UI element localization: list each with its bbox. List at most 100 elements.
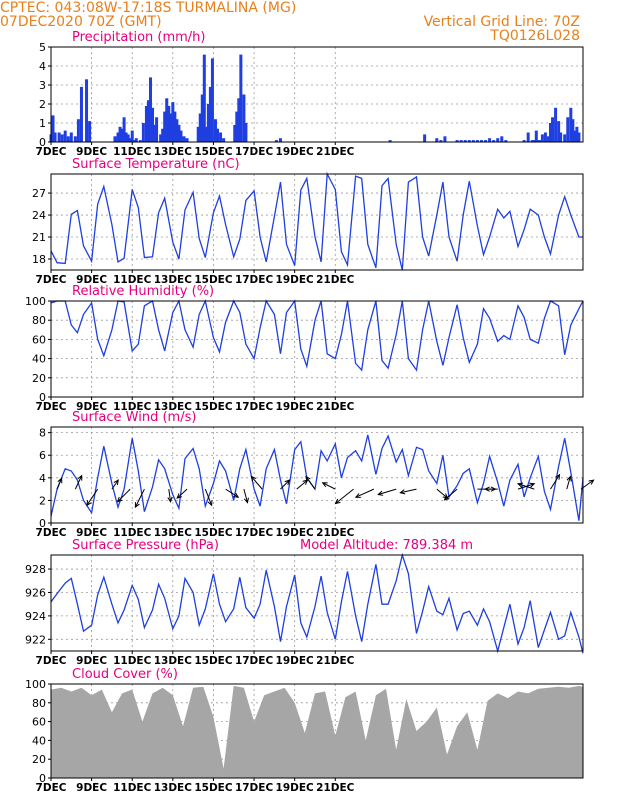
wind-arrow-head xyxy=(566,475,572,482)
model-altitude: Model Altitude: 789.384 m xyxy=(300,538,473,553)
wind-arrow-head xyxy=(555,473,561,480)
panel-title: Surface Temperature (nC) xyxy=(72,157,240,172)
precip-bar xyxy=(141,123,145,142)
grid-line-note: Vertical Grid Line: 70Z xyxy=(423,14,580,30)
x-tick-label: 15DEC xyxy=(194,527,233,539)
x-tick-label: 17DEC xyxy=(235,782,274,794)
x-tick-label: 11DEC xyxy=(113,782,152,794)
x-tick-label: 9DEC xyxy=(76,401,107,413)
precip-bar xyxy=(88,121,92,142)
y-tick-label: 0 xyxy=(39,772,46,785)
precip-bar xyxy=(163,111,167,142)
panel-title: Surface Pressure (hPa) xyxy=(72,538,219,553)
series-line xyxy=(50,434,584,521)
y-tick-label: 0 xyxy=(39,517,46,530)
x-tick-label: 17DEC xyxy=(235,274,274,286)
precip-bar xyxy=(443,136,447,142)
wind-arrow-shaft xyxy=(550,474,560,490)
precip-bar xyxy=(233,124,237,142)
precip-bar xyxy=(569,107,573,142)
precip-bar xyxy=(530,140,534,142)
precip-bar xyxy=(132,140,136,142)
series-line xyxy=(50,552,584,654)
precip-bar xyxy=(198,113,202,142)
precip-bar xyxy=(126,134,130,142)
panel-frame xyxy=(50,173,584,271)
precip-bar xyxy=(526,132,530,142)
precip-bar xyxy=(151,107,155,142)
panel-frame xyxy=(50,46,584,143)
precip-bar xyxy=(278,138,282,142)
precip-bar xyxy=(435,138,439,142)
panel-title: Relative Humidity (%) xyxy=(72,284,214,299)
x-tick-label: 21DEC xyxy=(316,401,355,413)
precip-bar xyxy=(551,117,555,142)
wind-arrow-shaft xyxy=(322,482,336,490)
x-tick-label: 17DEC xyxy=(235,527,274,539)
wind-arrow-head xyxy=(116,496,123,503)
wind-arrow-head xyxy=(442,493,449,499)
x-tick-label: 11DEC xyxy=(113,527,152,539)
precip-bar xyxy=(165,98,169,142)
wind-arrow-head xyxy=(443,495,450,501)
precip-bar xyxy=(439,140,443,142)
precip-bar xyxy=(159,134,163,142)
wind-arrow-shaft xyxy=(225,488,239,498)
precip-bar xyxy=(543,132,547,142)
precip-bar xyxy=(63,130,67,142)
y-tick-label: 3 xyxy=(39,79,46,92)
precip-bar xyxy=(161,128,165,142)
precip-bar xyxy=(577,132,581,142)
y-tick-label: 24 xyxy=(32,209,46,222)
precip-bar xyxy=(479,140,483,142)
precip-bar xyxy=(85,79,89,142)
x-tick-label: 17DEC xyxy=(235,146,274,158)
precip-bar xyxy=(169,113,173,142)
precip-bar xyxy=(563,134,567,142)
wind-arrow-head xyxy=(167,496,173,503)
precip-bar xyxy=(76,119,80,142)
precip-bar xyxy=(122,117,126,142)
x-tick-label: 13DEC xyxy=(154,401,193,413)
precip-bar xyxy=(173,111,177,142)
station-header: CPTEC: 043:08W-17:18S TURMALINA (MG) xyxy=(0,0,297,16)
precip-bar xyxy=(557,121,561,142)
panel-frame xyxy=(50,300,584,398)
wind-arrow-shaft xyxy=(305,476,316,490)
precip-bar xyxy=(196,126,200,142)
y-tick-label: 40 xyxy=(32,353,46,366)
y-tick-label: 926 xyxy=(25,586,46,599)
precip-bar xyxy=(540,134,544,142)
x-tick-label: 15DEC xyxy=(194,146,233,158)
x-tick-label: 15DEC xyxy=(194,401,233,413)
precip-bar xyxy=(239,54,243,142)
x-tick-label: 7DEC xyxy=(36,401,67,413)
wind-arrow-head xyxy=(86,500,92,507)
wind-arrow-head xyxy=(334,498,341,505)
y-tick-label: 60 xyxy=(32,333,46,346)
wind-arrow-shaft xyxy=(566,476,571,490)
precip-bar xyxy=(573,130,577,142)
y-tick-label: 6 xyxy=(39,449,46,462)
wind-arrow-head xyxy=(305,475,311,482)
panel-title: Cloud Cover (%) xyxy=(72,667,178,682)
wind-arrow-head xyxy=(529,482,536,488)
precip-bar xyxy=(124,132,128,142)
precip-bar xyxy=(235,111,239,142)
x-tick-label: 11DEC xyxy=(113,401,152,413)
precip-bar xyxy=(559,132,563,142)
wind-arrow-head xyxy=(77,474,83,481)
precip-bar xyxy=(113,136,117,142)
precip-bar xyxy=(179,130,183,142)
panel-title: Surface Wind (m/s) xyxy=(72,410,196,425)
run-time-header: 07DEC2020 70Z (GMT) xyxy=(0,14,162,30)
precip-bar xyxy=(459,140,463,142)
x-tick-label: 19DEC xyxy=(276,146,315,158)
precip-bar xyxy=(237,98,241,142)
wind-arrow-head xyxy=(250,475,257,482)
precip-bar xyxy=(488,138,492,142)
precip-bar xyxy=(138,140,142,142)
wind-arrow-head xyxy=(207,500,213,507)
precip-bar xyxy=(177,124,181,142)
